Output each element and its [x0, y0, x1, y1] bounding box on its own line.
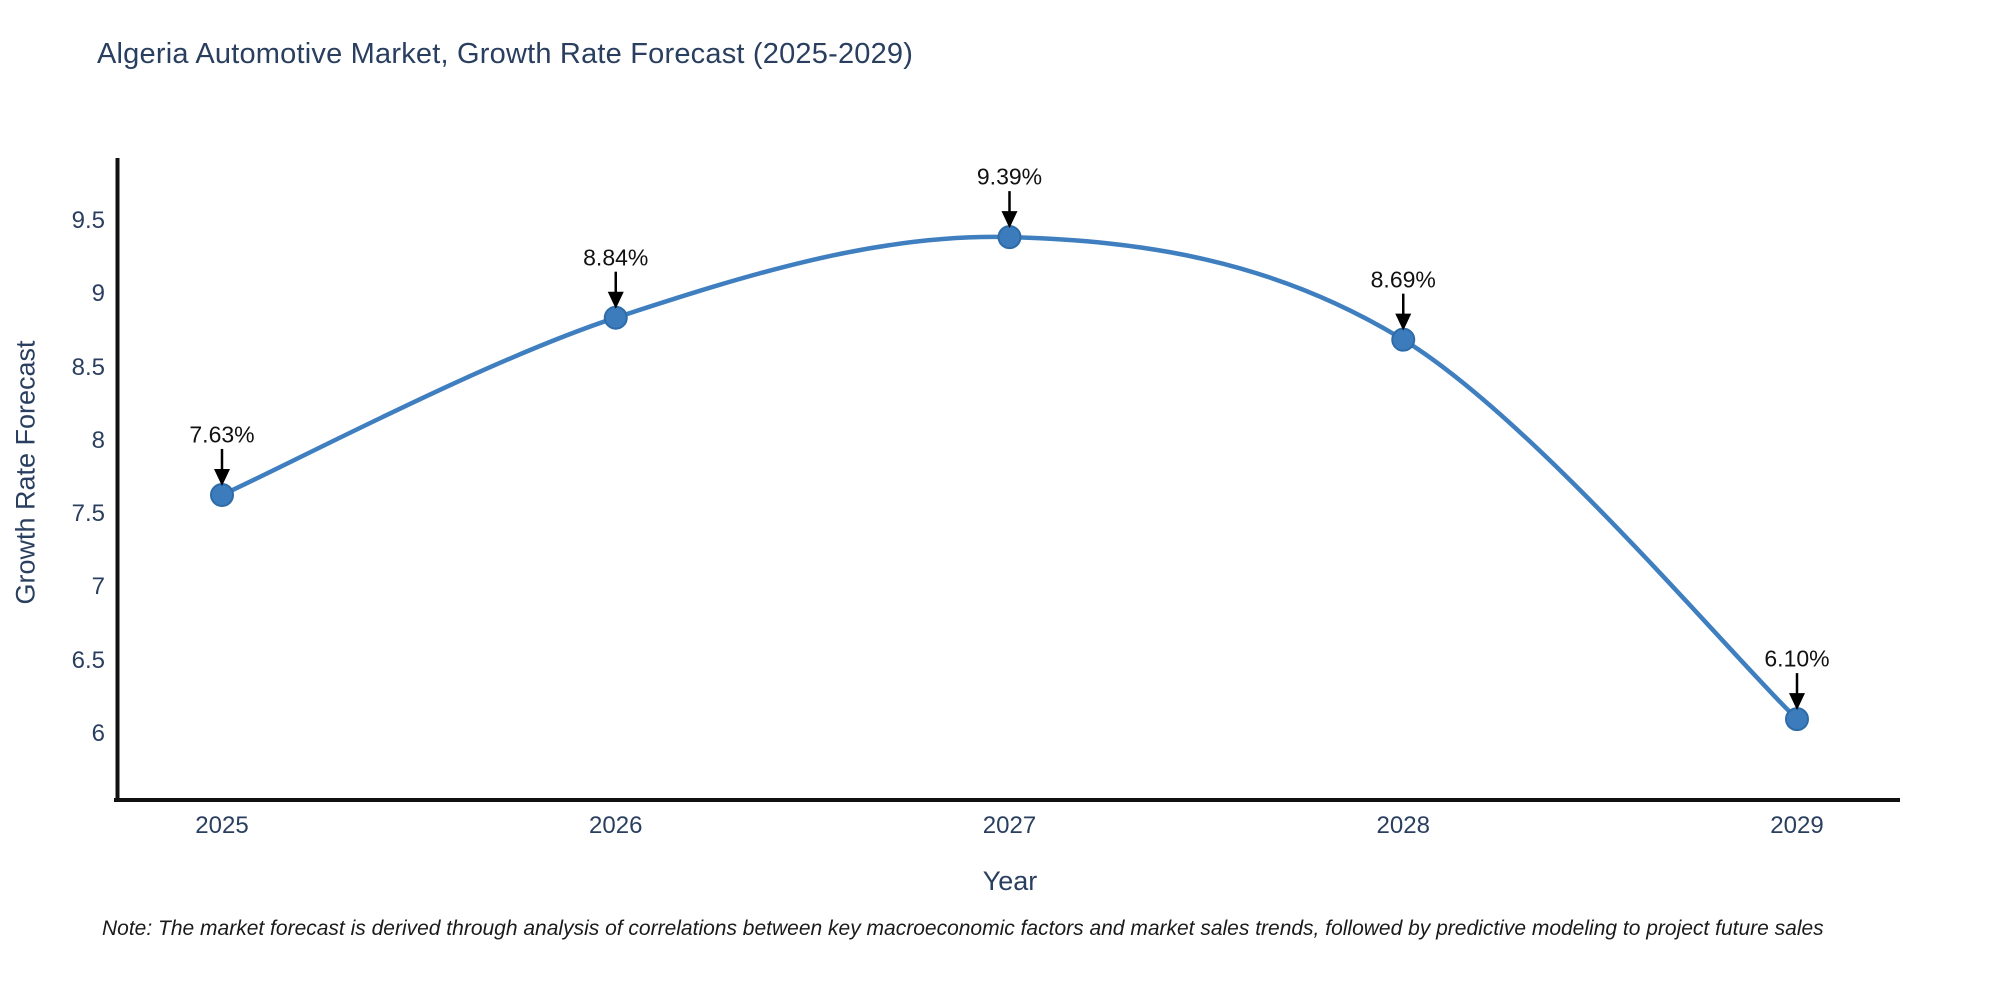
annotation-arrowhead — [1395, 313, 1412, 331]
data-point-marker — [210, 482, 234, 507]
data-point-marker — [997, 225, 1022, 250]
y-axis-tick-label: 8.5 — [71, 353, 105, 381]
y-axis-tick-label: 6.5 — [71, 646, 105, 674]
data-point-label: 7.63% — [189, 421, 255, 448]
y-axis-tick-label: 8 — [91, 426, 105, 454]
x-axis-tick-label: 2026 — [589, 812, 643, 839]
x-axis-title: Year — [982, 866, 1038, 896]
data-point-label: 6.10% — [1764, 645, 1830, 672]
x-axis-tick-label: 2025 — [195, 812, 249, 839]
y-axis-tick-label: 9.5 — [71, 207, 105, 234]
data-point-label: 9.39% — [976, 163, 1043, 190]
y-axis-tick-label: 6 — [91, 719, 105, 747]
x-axis-tick-label: 2028 — [1376, 812, 1430, 839]
y-axis-tick-label: 9 — [91, 280, 105, 308]
y-axis-tick-label: 7.5 — [71, 500, 105, 527]
x-axis-tick-label: 2029 — [1770, 812, 1824, 839]
data-point-marker — [1391, 327, 1416, 352]
data-point-label: 8.69% — [1370, 266, 1436, 293]
data-point-marker — [1785, 707, 1809, 732]
x-axis-tick-label: 2027 — [982, 812, 1037, 839]
annotation-arrowhead — [1001, 211, 1018, 229]
footnote: Note: The market forecast is derived thr… — [102, 917, 1824, 940]
annotation-arrowhead — [1789, 693, 1805, 711]
y-axis-tick-label: 7 — [91, 573, 105, 601]
annotation-arrowhead — [214, 468, 230, 486]
data-point-marker — [603, 305, 628, 330]
annotation-arrowhead — [607, 291, 624, 309]
data-point-label: 8.84% — [583, 244, 649, 271]
forecast-line — [219, 234, 1800, 722]
chart-title: Algeria Automotive Market, Growth Rate F… — [97, 38, 914, 70]
